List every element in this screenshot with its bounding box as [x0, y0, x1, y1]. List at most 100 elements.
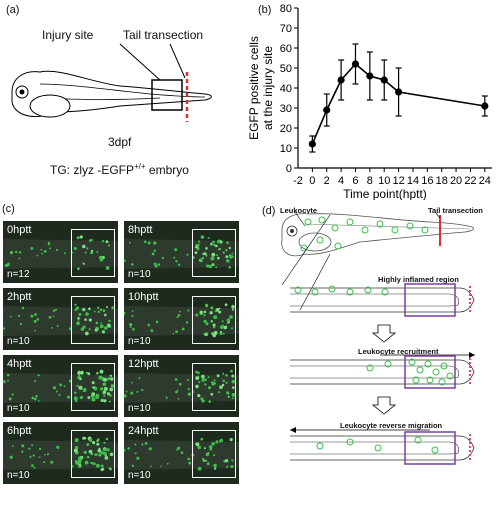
- leukocyte-cell: [231, 255, 234, 258]
- leukocyte-cell: [104, 326, 108, 330]
- x-tick-label: 12: [392, 175, 404, 187]
- y-tick-label: 40: [280, 83, 292, 95]
- leukocyte-cell: [80, 370, 84, 375]
- leukocyte-cell: [223, 325, 227, 330]
- leukocyte-cell: [96, 372, 99, 375]
- leukocyte-cell: [131, 310, 134, 312]
- leukocyte-cell: [154, 264, 158, 268]
- leukocyte-cell: [38, 456, 41, 458]
- x-tick-label: 22: [464, 175, 476, 187]
- leukocyte-cell: [195, 376, 200, 380]
- leukocyte-cell: [187, 457, 191, 461]
- x-tick-label: 8: [367, 175, 373, 187]
- leukocyte-cell: [98, 375, 103, 380]
- leukocyte-cell: [103, 451, 107, 456]
- leukocyte-cell: [199, 310, 203, 314]
- leukocyte-cell: [100, 308, 103, 311]
- leukocyte-cell: [230, 369, 233, 373]
- leukocyte-cell: [216, 254, 219, 257]
- leukocyte-cell: [203, 319, 207, 323]
- data-point: [323, 106, 331, 114]
- leukocyte-cell: [221, 320, 224, 323]
- leukocyte-cell: [80, 456, 82, 459]
- leukocyte-cell: [130, 391, 134, 395]
- leukocyte-cell: [74, 303, 77, 306]
- x-axis-label: Time point(hptt): [343, 187, 427, 200]
- leukocyte-cell: [231, 304, 235, 309]
- leukocyte-cell: [231, 252, 234, 255]
- leukocyte-cell: [205, 459, 207, 462]
- leukocyte-cell: [106, 323, 111, 327]
- leukocyte-cell: [50, 460, 54, 464]
- injury-site-label: Injury site: [42, 28, 94, 42]
- tail-recruitment: [290, 355, 475, 389]
- leukocyte-cell: [77, 375, 81, 380]
- leukocyte-cell: [83, 450, 87, 454]
- tail-tissue: [124, 239, 239, 269]
- leukocyte-cell: [86, 455, 90, 459]
- leukocyte-cell: [230, 465, 234, 469]
- leukocyte-cell: [87, 372, 91, 376]
- leukocyte-cell: [103, 394, 106, 397]
- panel-b-label: (b): [258, 4, 272, 16]
- leukocyte-cell: [88, 328, 91, 331]
- leukocyte-cell: [222, 372, 225, 375]
- leukocyte-cell: [100, 322, 102, 324]
- microscopy-image: 8hptt n=10: [124, 221, 239, 283]
- timepoint-label: 8hptt: [128, 224, 153, 236]
- leukocyte-cell: [103, 386, 108, 391]
- leukocyte-cell: [108, 244, 110, 247]
- leukocyte-cell: [82, 262, 85, 265]
- leukocyte-cell: [195, 370, 198, 374]
- leukocyte-cell: [87, 396, 91, 400]
- leukocyte-cell: [82, 388, 87, 392]
- x-tick-label: 16: [421, 175, 433, 187]
- leukocyte-cell: [226, 465, 229, 468]
- leukocyte-cell: [210, 242, 213, 246]
- leukocyte-cell: [88, 239, 92, 242]
- leukocyte-cell: [222, 251, 225, 254]
- leukocyte-cell: [76, 236, 80, 240]
- leukocyte-cell: [153, 249, 156, 252]
- injury-region-box: [192, 296, 236, 344]
- leukocyte-cell: [8, 397, 12, 401]
- timepoint-label: 2hptt: [7, 291, 32, 303]
- leukocyte-cell: [148, 447, 152, 451]
- leukocyte-cell: [31, 396, 35, 400]
- leukocyte-cell: [155, 320, 159, 324]
- age-label: 3dpf: [108, 135, 132, 149]
- leukocyte-cell: [84, 251, 87, 254]
- leukocyte-cell: [177, 314, 181, 317]
- leukocyte-cell: [48, 315, 52, 319]
- leukocyte-cell: [43, 250, 47, 253]
- leukocyte-cell: [222, 379, 225, 383]
- leukocyte-cell: [111, 306, 115, 310]
- leukocyte-cell: [210, 392, 214, 396]
- leukocyte-cell: [102, 309, 106, 312]
- leukocyte-cell: [205, 247, 208, 250]
- leukocyte-cell: [56, 325, 59, 327]
- microscopy-image: 0hptt n=12: [3, 221, 118, 283]
- leukocyte-cell: [195, 313, 199, 317]
- inflamed-region-label: Highly inflamed region: [378, 275, 459, 284]
- leukocyte-cell: [221, 383, 225, 387]
- leukocyte-cell: [44, 454, 46, 456]
- leukocyte-cell: [218, 391, 220, 394]
- leukocyte-cell: [108, 467, 111, 470]
- leukocyte-cell: [88, 449, 93, 454]
- leukocyte-cell: [15, 250, 18, 254]
- leukocyte-cell: [214, 310, 217, 313]
- leukocyte-cell: [84, 437, 87, 440]
- leukocyte-cell: [231, 374, 235, 378]
- tail-reverse-migration: [290, 431, 475, 465]
- fluorescence-field: [3, 369, 118, 403]
- leukocyte-cell: [75, 399, 78, 403]
- leukocyte-cell: [91, 392, 95, 396]
- leukocyte-cell: [199, 258, 203, 262]
- leukocyte-cell: [30, 314, 34, 318]
- leukocyte-cell: [205, 452, 210, 457]
- leukocyte-cell: [99, 369, 104, 374]
- leukocyte-cell: [94, 453, 98, 457]
- leukocyte-cell: [74, 438, 79, 443]
- leukocyte-cell: [181, 327, 185, 331]
